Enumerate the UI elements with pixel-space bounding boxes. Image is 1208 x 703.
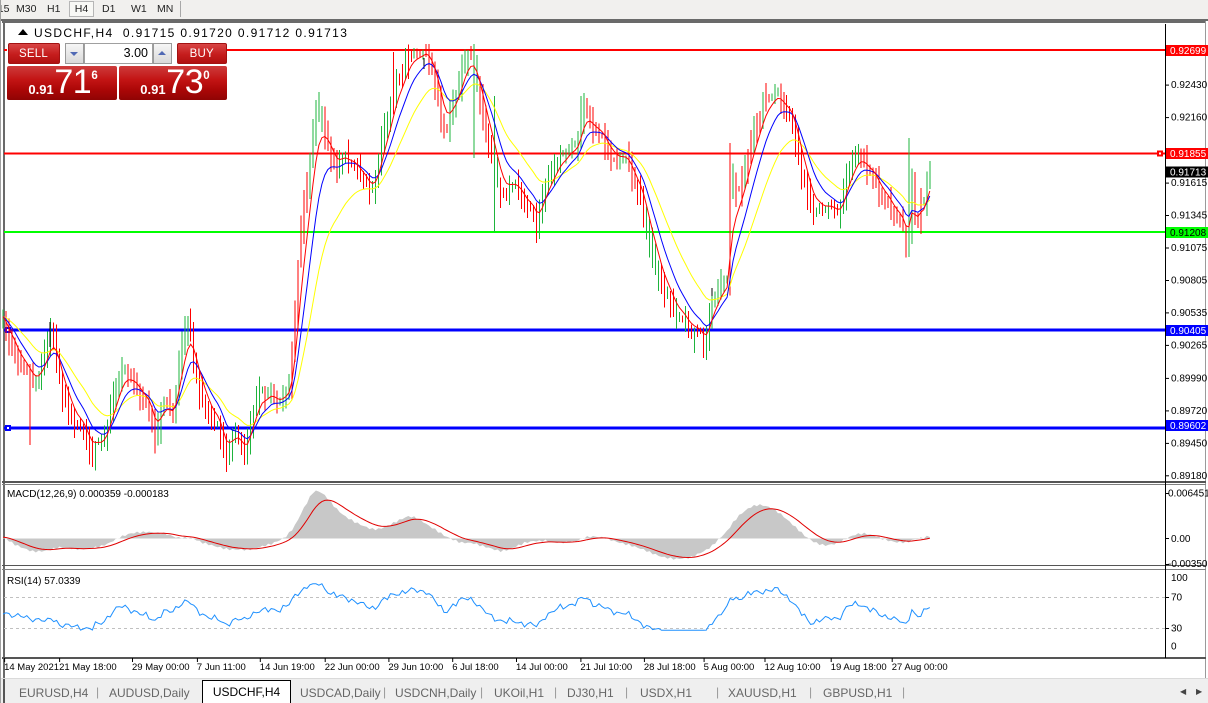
svg-text:0.89450: 0.89450 bbox=[1171, 438, 1208, 449]
svg-text:0.91615: 0.91615 bbox=[1171, 178, 1208, 189]
svg-text:28 Jul 18:00: 28 Jul 18:00 bbox=[644, 662, 696, 673]
svg-text:0.89990: 0.89990 bbox=[1171, 373, 1208, 384]
svg-text:0.89602: 0.89602 bbox=[1170, 421, 1207, 432]
svg-text:27 Aug 00:00: 27 Aug 00:00 bbox=[892, 662, 948, 673]
svg-text:0.89720: 0.89720 bbox=[1171, 406, 1208, 417]
svg-text:22 Jun 00:00: 22 Jun 00:00 bbox=[325, 662, 380, 673]
svg-text:0.89180: 0.89180 bbox=[1171, 471, 1208, 482]
svg-text:14 May 2021: 14 May 2021 bbox=[4, 662, 59, 673]
svg-text:0.90805: 0.90805 bbox=[1171, 276, 1208, 287]
svg-text:0.91855: 0.91855 bbox=[1170, 149, 1207, 160]
svg-text:14 Jun 19:00: 14 Jun 19:00 bbox=[260, 662, 315, 673]
svg-text:RSI(14) 57.0339: RSI(14) 57.0339 bbox=[7, 576, 81, 587]
svg-text:0.90405: 0.90405 bbox=[1170, 326, 1207, 337]
svg-text:-0.00350: -0.00350 bbox=[1168, 559, 1208, 570]
svg-text:0.00: 0.00 bbox=[1171, 534, 1191, 545]
svg-text:5 Aug 00:00: 5 Aug 00:00 bbox=[704, 662, 755, 673]
svg-text:0.92430: 0.92430 bbox=[1171, 80, 1208, 91]
svg-text:19 Aug 18:00: 19 Aug 18:00 bbox=[831, 662, 887, 673]
svg-text:0.92160: 0.92160 bbox=[1171, 113, 1208, 124]
svg-text:100: 100 bbox=[1171, 573, 1188, 584]
svg-text:MACD(12,26,9) 0.000359 -0.0001: MACD(12,26,9) 0.000359 -0.000183 bbox=[7, 489, 169, 500]
svg-text:0.91208: 0.91208 bbox=[1170, 228, 1207, 239]
svg-text:30: 30 bbox=[1171, 624, 1183, 635]
svg-text:14 Jul 00:00: 14 Jul 00:00 bbox=[516, 662, 568, 673]
svg-text:0.92699: 0.92699 bbox=[1170, 46, 1207, 57]
svg-text:29 Jun 10:00: 29 Jun 10:00 bbox=[388, 662, 443, 673]
svg-text:6 Jul 18:00: 6 Jul 18:00 bbox=[452, 662, 498, 673]
svg-text:0: 0 bbox=[1171, 642, 1177, 653]
svg-text:0.91713: 0.91713 bbox=[1170, 168, 1207, 179]
svg-text:0.91345: 0.91345 bbox=[1171, 211, 1208, 222]
svg-text:21 Jul 10:00: 21 Jul 10:00 bbox=[580, 662, 632, 673]
svg-text:0.90265: 0.90265 bbox=[1171, 340, 1208, 351]
svg-text:0.91075: 0.91075 bbox=[1171, 243, 1208, 254]
svg-text:7 Jun 11:00: 7 Jun 11:00 bbox=[197, 662, 246, 673]
svg-text:12 Aug 10:00: 12 Aug 10:00 bbox=[765, 662, 821, 673]
svg-text:0.006451: 0.006451 bbox=[1168, 489, 1208, 500]
svg-text:29 May 00:00: 29 May 00:00 bbox=[132, 662, 190, 673]
svg-text:70: 70 bbox=[1171, 593, 1183, 604]
svg-text:0.90535: 0.90535 bbox=[1171, 308, 1208, 319]
svg-text:21 May 18:00: 21 May 18:00 bbox=[59, 662, 117, 673]
